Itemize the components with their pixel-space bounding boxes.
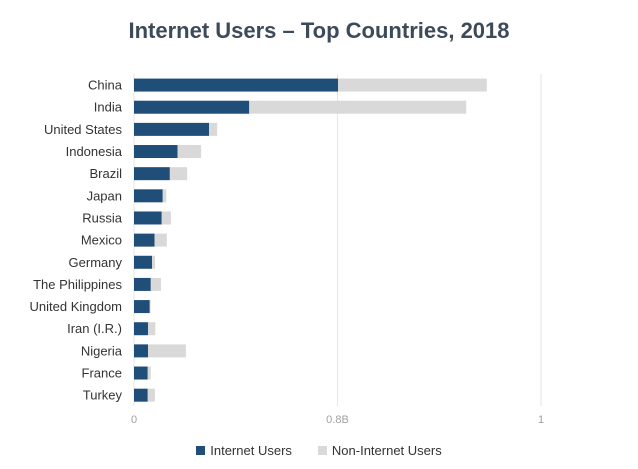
category-label-france: France bbox=[82, 366, 122, 381]
bar-non-internet-users-brazil bbox=[169, 167, 188, 181]
bar-non-internet-users-russia bbox=[161, 211, 171, 225]
bar-internet-users-united-kingdom bbox=[134, 300, 150, 314]
bar-internet-users-france bbox=[134, 366, 148, 380]
bar-internet-users-japan bbox=[134, 189, 163, 203]
x-tick-label: 0.8B bbox=[326, 414, 349, 426]
category-label-the-philippines: The Philippines bbox=[33, 277, 122, 292]
x-tick-label: 1 bbox=[538, 414, 544, 426]
category-label-brazil: Brazil bbox=[89, 166, 122, 181]
bar-internet-users-germany bbox=[134, 255, 153, 269]
bar-internet-users-iran-i-r bbox=[134, 322, 148, 336]
bar-internet-users-china bbox=[134, 78, 339, 92]
x-tick-label: 0 bbox=[131, 414, 137, 426]
category-label-china: China bbox=[88, 78, 123, 93]
bar-non-internet-users-germany bbox=[152, 255, 156, 269]
bar-internet-users-russia bbox=[134, 211, 162, 225]
bar-non-internet-users-nigeria bbox=[147, 344, 186, 358]
bar-non-internet-users-china bbox=[338, 78, 487, 92]
bar-internet-users-united-states bbox=[134, 122, 210, 136]
category-label-japan: Japan bbox=[87, 188, 122, 203]
category-label-nigeria: Nigeria bbox=[81, 343, 123, 358]
category-label-iran-i-r: Iran (I.R.) bbox=[67, 321, 122, 336]
category-label-russia: Russia bbox=[82, 210, 123, 225]
bar-internet-users-mexico bbox=[134, 233, 155, 247]
bar-internet-users-the-philippines bbox=[134, 277, 151, 291]
legend-swatch-non-internet-users bbox=[317, 446, 327, 455]
category-label-united-kingdom: United Kingdom bbox=[30, 299, 123, 314]
category-label-mexico: Mexico bbox=[81, 233, 122, 248]
bar-internet-users-indonesia bbox=[134, 145, 178, 159]
category-label-united-states: United States bbox=[44, 122, 123, 137]
bar-non-internet-users-india bbox=[249, 100, 467, 114]
chart-title: Internet Users – Top Countries, 2018 bbox=[128, 18, 510, 43]
bar-non-internet-users-iran-i-r bbox=[147, 322, 156, 336]
category-label-india: India bbox=[94, 100, 123, 115]
bar-internet-users-nigeria bbox=[134, 344, 148, 358]
bar-non-internet-users-turkey bbox=[147, 388, 155, 402]
bar-non-internet-users-united-states bbox=[209, 122, 218, 136]
bar-internet-users-india bbox=[134, 100, 250, 114]
bar-internet-users-brazil bbox=[134, 167, 170, 181]
bar-non-internet-users-france bbox=[147, 366, 151, 380]
bar-internet-users-turkey bbox=[134, 388, 148, 402]
legend-item-internet-users: Internet Users bbox=[196, 443, 292, 458]
category-label-indonesia: Indonesia bbox=[66, 144, 123, 159]
legend: Internet Users Non-Internet Users bbox=[0, 443, 638, 458]
bar-non-internet-users-japan bbox=[162, 189, 167, 203]
legend-swatch-internet-users bbox=[196, 446, 206, 455]
legend-item-non-internet-users: Non-Internet Users bbox=[317, 443, 442, 458]
bar-non-internet-users-the-philippines bbox=[150, 277, 161, 291]
legend-label-non-internet-users: Non-Internet Users bbox=[331, 443, 442, 458]
legend-label-internet-users: Internet Users bbox=[210, 443, 292, 458]
category-label-germany: Germany bbox=[69, 255, 123, 270]
bar-non-internet-users-mexico bbox=[154, 233, 167, 247]
category-label-turkey: Turkey bbox=[83, 388, 123, 403]
bar-non-internet-users-united-kingdom bbox=[149, 300, 151, 314]
bar-non-internet-users-indonesia bbox=[177, 145, 202, 159]
